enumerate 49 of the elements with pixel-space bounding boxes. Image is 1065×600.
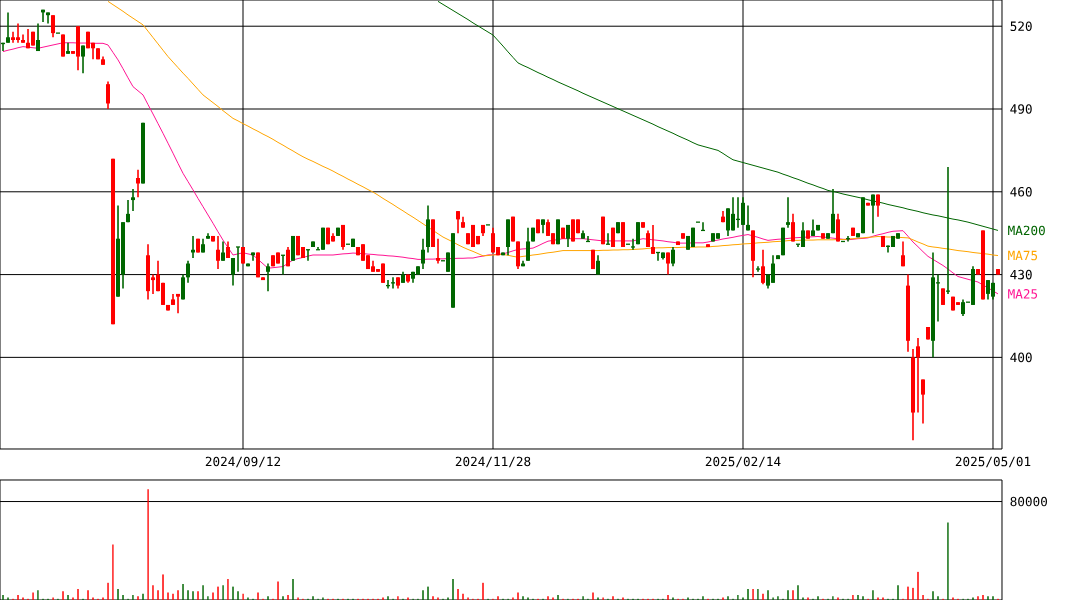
candlestick	[231, 257, 236, 287]
candlestick	[61, 33, 66, 58]
candlestick	[251, 251, 256, 262]
candlestick	[106, 80, 111, 110]
x-tick-label: 2025/02/14	[705, 456, 781, 468]
candlestick	[746, 204, 750, 232]
candlestick	[786, 196, 790, 229]
candlestick	[456, 210, 460, 234]
candlestick	[666, 251, 670, 276]
candlestick	[916, 337, 920, 414]
candlestick	[761, 248, 765, 286]
y-tick-label: 80000	[1010, 496, 1047, 507]
candlestick	[266, 262, 271, 292]
candlestick	[81, 44, 86, 74]
candlestick	[186, 259, 191, 284]
candlestick	[671, 246, 675, 268]
candlestick	[36, 22, 41, 52]
candlestick	[630, 237, 636, 251]
series-label: MA75	[1008, 250, 1038, 261]
candlestick	[131, 188, 136, 212]
x-tick-label: 2025/05/01	[955, 456, 1031, 468]
candlestick	[51, 14, 56, 39]
candlestick	[421, 237, 425, 270]
candlestick	[596, 254, 600, 276]
candlestick	[235, 246, 241, 273]
candlestick	[136, 168, 141, 199]
candlestick	[6, 11, 11, 44]
candlestick	[526, 226, 530, 262]
candlestick	[341, 224, 346, 251]
candlestick	[436, 237, 440, 265]
candlestick	[651, 224, 655, 255]
y-tick-label: 430	[1010, 269, 1032, 280]
candlestick	[836, 213, 840, 243]
x-tick-label: 2024/11/28	[455, 456, 531, 468]
x-tick-label: 2024/09/12	[205, 456, 281, 468]
candlestick	[901, 240, 905, 268]
y-tick-label: 520	[1010, 21, 1032, 32]
y-tick-label: 460	[1010, 186, 1032, 197]
y-tick-label: 490	[1010, 104, 1032, 114]
candlestick	[390, 276, 396, 290]
candlestick	[221, 240, 226, 262]
candlestick	[181, 273, 186, 301]
series-label: MA200	[1008, 225, 1045, 236]
candlestick	[216, 235, 221, 270]
y-tick-label: 400	[1010, 352, 1032, 363]
candlestick	[791, 213, 795, 243]
candlestick	[921, 378, 925, 425]
candlestick	[21, 33, 26, 44]
series-label: MA25	[1008, 289, 1038, 299]
